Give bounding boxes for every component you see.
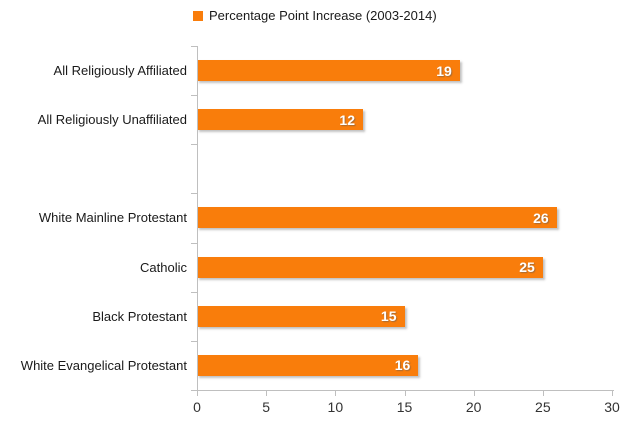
bar-value-label: 16: [394, 357, 411, 374]
x-axis-tick-label: 20: [465, 399, 482, 415]
x-axis-tick-label: 25: [535, 399, 551, 415]
legend-label: Percentage Point Increase (2003-2014): [209, 8, 437, 23]
bar: 26: [197, 207, 557, 229]
x-axis-tick: [266, 390, 268, 396]
y-axis-tick: [191, 95, 197, 97]
bar-value-label: 15: [380, 308, 397, 325]
legend-swatch: [193, 10, 203, 21]
category-label: Black Protestant: [92, 308, 187, 324]
bar-row: 16: [197, 341, 612, 390]
category-label: White Evangelical Protestant: [20, 357, 187, 373]
x-axis-line: [197, 390, 614, 391]
y-axis-tick: [191, 340, 197, 342]
x-axis-tick-label: 5: [262, 399, 271, 415]
bar-row: 25: [197, 243, 612, 292]
x-axis-tick-label: 30: [604, 399, 620, 415]
bar-value-label: 12: [339, 111, 355, 128]
category-label: White Mainline Protestant: [38, 210, 187, 226]
category-label: Catholic: [140, 259, 187, 275]
y-axis-tick: [191, 193, 197, 195]
category-axis: All Religiously Affiliated All Religiousl…: [0, 46, 187, 390]
bar-row: 26: [197, 193, 612, 242]
x-axis-tick: [197, 390, 198, 396]
bar-value-label: 19: [436, 62, 452, 79]
category-label: [0, 144, 187, 193]
bar-row: [197, 144, 612, 193]
y-axis-tick: [191, 291, 197, 293]
x-axis-tick-label: 15: [396, 399, 413, 415]
bar-row: 19: [197, 46, 612, 95]
y-axis-tick: [191, 390, 197, 391]
y-axis-line: [197, 46, 198, 391]
y-axis-tick: [191, 144, 197, 146]
bar-row: 12: [197, 95, 612, 144]
bar: 25: [197, 256, 543, 278]
category-label: All Religiously Unaffiliated: [37, 112, 187, 128]
plot-area: 19 12 26 25 15 16: [197, 46, 612, 390]
x-axis-tick-label: 10: [327, 399, 344, 415]
legend: Percentage Point Increase (2003-2014): [193, 8, 437, 23]
bar: 15: [197, 305, 405, 327]
bar-value-label: 25: [519, 259, 535, 276]
bar: 16: [197, 354, 419, 376]
x-axis-tick: [404, 390, 406, 396]
x-axis-tick: [335, 390, 337, 396]
x-axis-tick: [612, 390, 613, 396]
bar: 19: [197, 60, 460, 82]
bar-row: 15: [197, 292, 612, 341]
x-axis-tick: [542, 390, 544, 396]
bar-value-label: 26: [533, 209, 549, 226]
x-axis-tick-label: 0: [193, 399, 201, 415]
category-label: All Religiously Affiliated: [53, 63, 187, 79]
y-axis-tick: [191, 46, 197, 47]
x-axis-tick: [473, 390, 475, 396]
y-axis-tick: [191, 242, 197, 244]
bar: 12: [197, 109, 363, 131]
